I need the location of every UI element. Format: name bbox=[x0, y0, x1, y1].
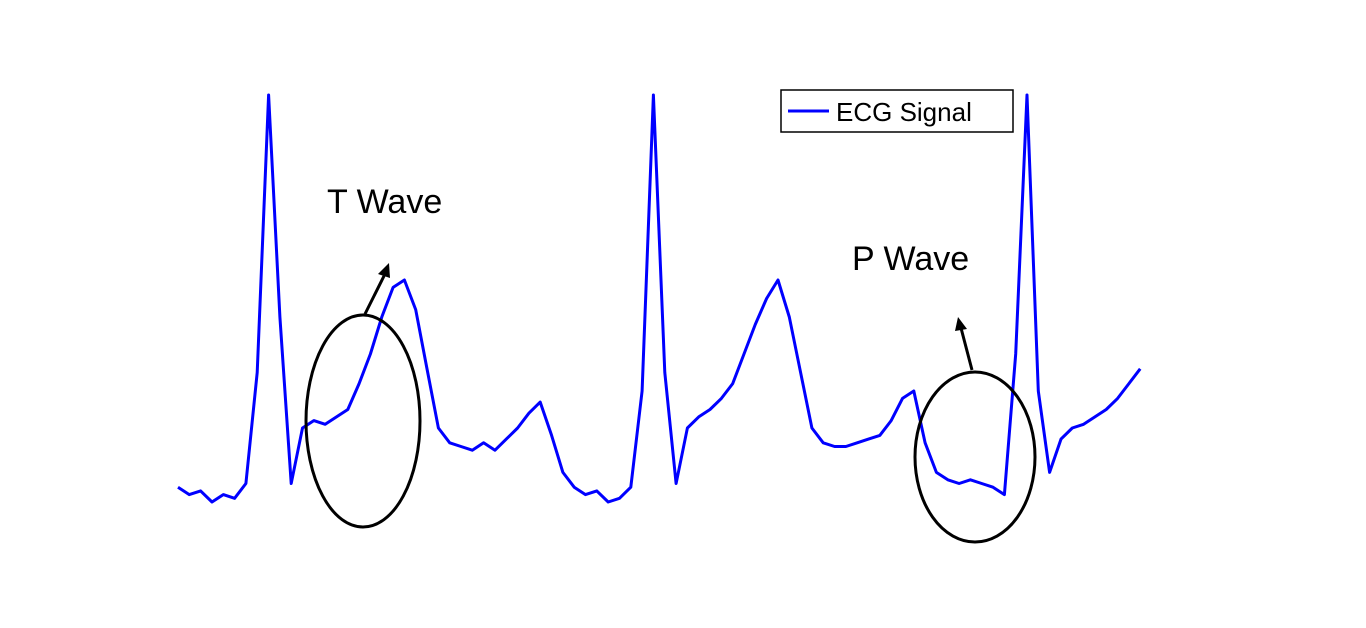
ecg-signal-line bbox=[177, 93, 1142, 504]
p-wave-ellipse bbox=[913, 370, 1037, 544]
t-wave-ellipse bbox=[304, 313, 422, 529]
p-wave-annotation: P Wave bbox=[852, 240, 1037, 544]
legend-label: ECG Signal bbox=[836, 97, 972, 127]
t-wave-arrowhead bbox=[378, 263, 390, 278]
p-wave-label: P Wave bbox=[852, 240, 969, 278]
ecg-marks bbox=[177, 93, 1142, 504]
t-wave-arrow bbox=[363, 271, 388, 315]
p-wave-arrowhead bbox=[955, 317, 967, 331]
legend: ECG Signal bbox=[780, 89, 1014, 133]
p-wave-arrow bbox=[959, 327, 974, 371]
t-wave-label: T Wave bbox=[327, 183, 442, 221]
t-wave-annotation: T Wave bbox=[304, 183, 442, 529]
